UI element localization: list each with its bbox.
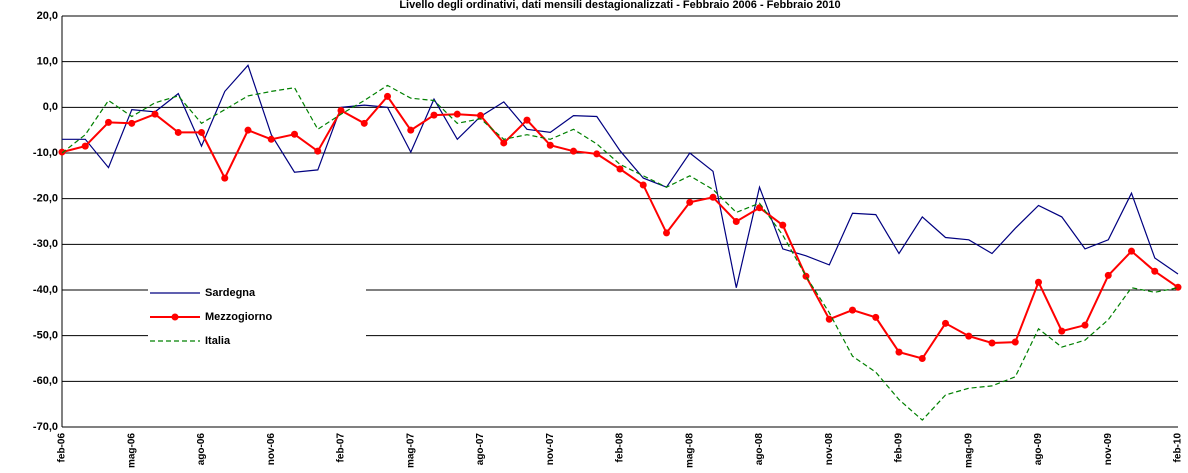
y-tick-label: -60,0 [33, 375, 58, 387]
marker [732, 218, 740, 225]
marker [546, 141, 554, 149]
marker [686, 198, 694, 206]
legend-box [148, 280, 366, 350]
x-tick-label: nov-07 [545, 433, 556, 466]
x-tick-label: nov-08 [824, 433, 835, 466]
chart-title: Livello degli ordinativi, dati mensili d… [399, 0, 840, 11]
marker [81, 142, 89, 150]
legend-label: Italia [205, 335, 231, 347]
marker [849, 306, 856, 314]
marker [1035, 278, 1042, 286]
x-tick-label: ago-09 [1033, 433, 1044, 466]
x-tick-label: feb-06 [57, 433, 68, 463]
marker [756, 204, 763, 212]
marker [1011, 338, 1019, 346]
y-tick-label: -20,0 [33, 193, 58, 205]
marker [1128, 247, 1135, 255]
marker [477, 112, 484, 120]
x-tick-label: nov-06 [266, 433, 277, 466]
marker [58, 148, 66, 156]
marker [151, 110, 159, 118]
marker [802, 272, 810, 280]
marker [105, 118, 112, 126]
x-tick-label: ago-08 [754, 433, 765, 466]
y-tick-label: -40,0 [33, 284, 58, 296]
x-tick-label: mag-08 [684, 433, 695, 468]
marker [244, 126, 252, 134]
x-tick-label: feb-08 [615, 433, 626, 463]
marker [198, 128, 205, 136]
marker [523, 116, 531, 124]
marker [360, 119, 368, 127]
x-tick-label: feb-10 [1173, 433, 1184, 463]
y-tick-label: 10,0 [37, 56, 58, 68]
marker [407, 126, 415, 134]
y-tick-label: -70,0 [33, 421, 58, 433]
series-line [62, 64, 1179, 288]
y-tick-label: -50,0 [33, 330, 58, 342]
series-line [61, 84, 1179, 421]
marker [221, 174, 229, 182]
marker [616, 165, 624, 173]
marker [1174, 283, 1182, 291]
marker [895, 348, 903, 356]
legend-label: Sardegna [205, 287, 256, 299]
y-tick-label: 0,0 [43, 101, 58, 113]
y-tick-label: 20,0 [37, 10, 58, 22]
marker [709, 193, 717, 201]
marker [965, 332, 973, 340]
x-tick-label: mag-09 [963, 433, 974, 468]
marker [825, 315, 833, 323]
marker [570, 147, 577, 155]
x-tick-label: feb-07 [336, 433, 347, 463]
y-tick-label: -10,0 [33, 147, 58, 159]
marker [1151, 267, 1159, 275]
marker [314, 147, 322, 155]
x-tick-label: mag-07 [405, 433, 416, 468]
marker [128, 119, 136, 127]
marker [267, 135, 275, 143]
x-tick-label: ago-07 [475, 433, 486, 466]
legend-marker [171, 313, 179, 321]
x-tick-label: feb-09 [894, 433, 905, 463]
marker [337, 107, 345, 115]
legend-label: Mezzogiorno [205, 311, 272, 323]
marker [1081, 321, 1089, 329]
marker [942, 319, 949, 327]
marker [639, 181, 647, 189]
marker [872, 313, 880, 321]
marker [779, 221, 787, 229]
marker [1058, 327, 1066, 335]
marker [1104, 271, 1112, 279]
marker [593, 150, 601, 158]
marker [453, 110, 461, 118]
marker [430, 111, 438, 119]
marker [500, 139, 508, 147]
marker [384, 92, 391, 100]
marker [174, 128, 182, 136]
marker [988, 339, 996, 347]
marker [291, 130, 298, 138]
x-tick-label: ago-06 [196, 433, 207, 466]
x-tick-label: nov-09 [1103, 433, 1114, 466]
y-tick-label: -30,0 [33, 238, 58, 250]
marker [663, 229, 670, 237]
marker [918, 355, 926, 362]
x-tick-label: mag-06 [126, 433, 137, 468]
